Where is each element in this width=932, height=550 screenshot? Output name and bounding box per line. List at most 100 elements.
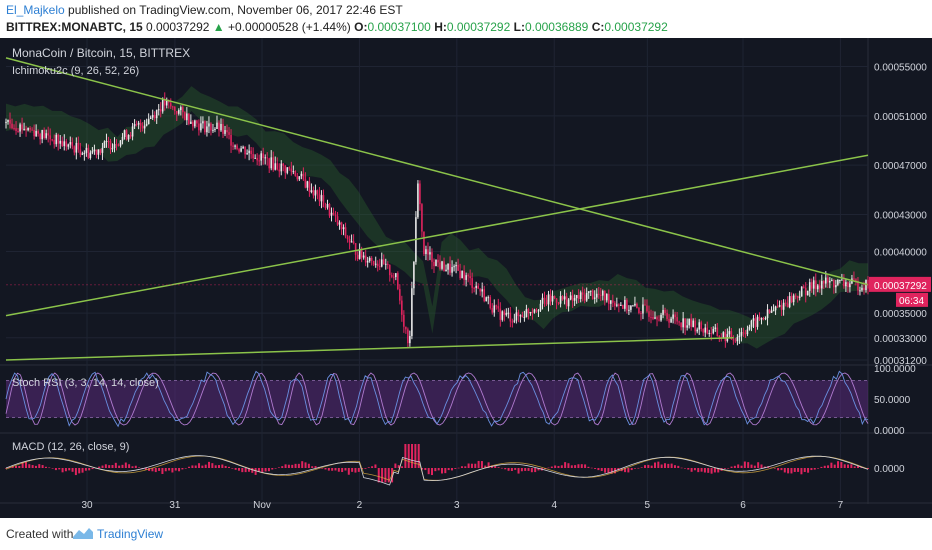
macd-hist-bar: [287, 464, 290, 468]
candle-body: [626, 300, 628, 311]
candle-body: [644, 304, 646, 306]
candle-body: [575, 295, 578, 299]
macd-hist-bar: [817, 468, 820, 469]
candle-body: [523, 316, 526, 318]
candle-body: [288, 167, 291, 169]
candle-body: [81, 153, 84, 155]
candle-body: [612, 300, 614, 303]
candle-body: [77, 142, 80, 150]
high-value: 0.00037292: [446, 20, 511, 34]
candle-body: [650, 316, 652, 318]
macd-hist-bar: [587, 466, 590, 468]
candle-body: [51, 139, 54, 141]
macd-hist-bar: [670, 463, 673, 468]
candle-body: [483, 289, 486, 302]
macd-hist-bar: [104, 464, 107, 468]
candle-body: [282, 163, 285, 166]
macd-hist-bar: [431, 468, 434, 476]
tradingview-link[interactable]: TradingView: [97, 527, 164, 541]
y-tick-label: 0.00033000: [874, 334, 927, 345]
candle-body: [756, 316, 759, 327]
macd-hist-bar: [833, 464, 836, 468]
candle-body: [672, 314, 674, 319]
candle-body: [794, 295, 797, 297]
candle-body: [320, 195, 323, 202]
author-link[interactable]: El_Majkelo: [6, 3, 65, 17]
candle-body: [774, 306, 777, 311]
macd-hist-bar: [387, 468, 390, 483]
macd-hist-bar: [241, 468, 244, 473]
macd-hist-bar: [803, 468, 806, 473]
candle-body: [75, 142, 78, 153]
candle-body: [99, 149, 102, 153]
rsi-k-line: [5, 370, 869, 428]
macd-hist-bar: [577, 464, 580, 468]
candle-body: [280, 163, 283, 172]
candle-body: [708, 333, 711, 335]
candle-body: [37, 131, 39, 134]
candle-body: [11, 123, 13, 129]
macd-hist-bar: [564, 462, 567, 468]
macd-hist-bar: [367, 467, 370, 468]
last-price-tag: 0.00037292: [874, 281, 927, 292]
candle-body: [682, 318, 684, 328]
candle-body: [19, 124, 21, 132]
candle-body: [668, 319, 670, 323]
candle-body: [268, 158, 271, 169]
candle-body: [397, 273, 399, 290]
macd-hist-bar: [307, 463, 310, 468]
macd-hist-bar: [161, 468, 164, 474]
candle-body: [417, 183, 419, 218]
candle-body: [447, 263, 449, 270]
candle-body: [479, 288, 482, 292]
chart-canvas[interactable]: 0.00055000 0.00051000 0.00047000 0.00043000…: [0, 38, 932, 518]
candle-body: [290, 168, 293, 172]
candle-body: [35, 131, 37, 137]
candle-body: [188, 113, 190, 124]
macd-hist-bar: [434, 468, 437, 472]
candle-body: [326, 203, 329, 208]
candle-body: [427, 249, 429, 255]
candle-body: [551, 296, 554, 302]
candle-body: [123, 130, 126, 137]
macd-hist-bar: [424, 468, 427, 471]
y-tick-label: 0.00040000: [874, 247, 927, 258]
macd-hist-bar: [530, 468, 533, 473]
macd-hist-bar: [510, 468, 513, 471]
close-label: C:: [591, 20, 605, 34]
candle-body: [802, 286, 805, 288]
candle-body: [29, 128, 31, 130]
macd-hist-bar: [397, 465, 400, 468]
macd-hist-bar: [28, 464, 31, 468]
candles: [5, 92, 869, 349]
candle-body: [173, 106, 176, 111]
candle-body: [758, 316, 761, 320]
macd-hist-bar: [730, 466, 733, 468]
candle-body: [328, 203, 331, 216]
macd-hist-bar: [334, 468, 337, 471]
macd-hist-bar: [743, 461, 746, 468]
candle-body: [593, 297, 596, 299]
macd-hist-bar: [81, 468, 84, 473]
candle-body: [302, 173, 305, 180]
macd-hist-bar: [457, 467, 460, 469]
candle-body: [776, 306, 779, 308]
macd-hist-bar: [118, 465, 121, 468]
candle-body: [680, 322, 682, 328]
candle-body: [509, 312, 512, 322]
candle-body: [684, 318, 686, 328]
macd-hist-bar: [750, 464, 753, 468]
candle-body: [489, 297, 492, 309]
candle-body: [41, 130, 43, 140]
macd-hist-bar: [634, 468, 637, 469]
macd-hist-bar: [374, 464, 377, 468]
candle-body: [845, 282, 847, 287]
macd-hist-bar: [14, 465, 17, 468]
candle-body: [843, 279, 845, 287]
macd-hist-bar: [487, 462, 490, 468]
macd-hist-bar: [763, 466, 766, 468]
candle-body: [5, 121, 7, 123]
candle-body: [750, 320, 753, 327]
candle-body: [567, 299, 570, 307]
trendlines[interactable]: [5, 57, 869, 361]
